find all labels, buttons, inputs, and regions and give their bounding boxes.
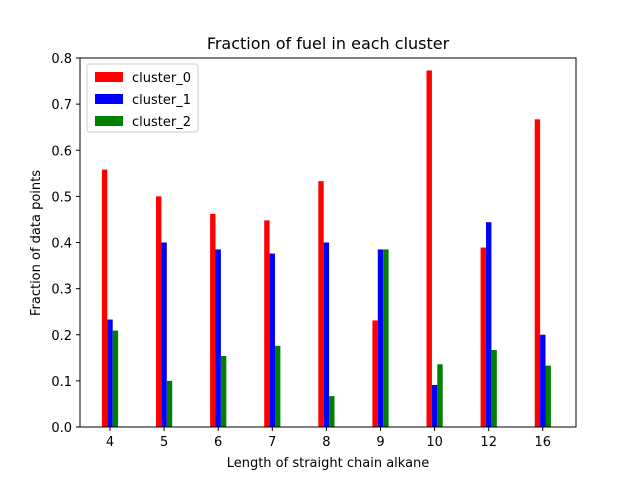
x-tick-label: 4 [106, 435, 114, 450]
bar-cluster_0-8 [318, 181, 324, 427]
bar-cluster_2-9 [383, 249, 389, 427]
bar-cluster_2-10 [437, 364, 443, 427]
bar-cluster_2-6 [220, 355, 227, 427]
y-tick-label: 0.8 [51, 52, 72, 67]
bar-cluster_2-16 [545, 365, 551, 427]
bar-cluster_1-12 [486, 222, 492, 427]
plot-area: 4 5 6 7 8 9 10 12 16 0.0 0.1 0.2 0.3 0.4 0.5 0.6 0.7 0.8 [51, 52, 577, 450]
y-tick-label: 0.5 [51, 190, 72, 205]
y-tick-label: 0.4 [51, 237, 72, 252]
bar-cluster_1-16 [540, 334, 546, 427]
bar-cluster_2-7 [275, 345, 281, 427]
x-tick-label: 9 [376, 435, 384, 450]
y-tick-label: 0.6 [51, 144, 72, 159]
bar-cluster_1-9 [377, 249, 384, 427]
bar-cluster_0-7 [264, 220, 270, 427]
y-axis-label: Fraction of data points [29, 170, 44, 316]
y-tick-label: 0.0 [51, 421, 72, 436]
bar-cluster_0-12 [480, 247, 486, 427]
x-tick-label: 10 [426, 435, 443, 450]
x-tick-label: 5 [160, 435, 168, 450]
bar-cluster_2-5 [166, 380, 173, 428]
y-tick-label: 0.1 [51, 375, 72, 390]
bar-cluster_2-4 [112, 330, 119, 427]
legend-label-cluster_1: cluster_1 [132, 93, 191, 108]
bar-cluster_2-12 [491, 349, 497, 427]
x-tick-label: 7 [268, 435, 276, 450]
x-axis-label: Length of straight chain alkane [227, 456, 430, 471]
x-tick-label: 16 [535, 435, 552, 450]
y-tick-label: 0.2 [51, 329, 72, 344]
x-tick-label: 8 [322, 435, 330, 450]
x-tick-label: 6 [214, 435, 222, 450]
legend-swatch-cluster_2 [95, 116, 123, 126]
bar-cluster_1-8 [323, 242, 330, 427]
legend-label-cluster_0: cluster_0 [132, 71, 191, 86]
legend: cluster_0 cluster_1 cluster_2 [86, 63, 199, 133]
bar-cluster_1-5 [161, 242, 167, 427]
bar-cluster_1-4 [107, 319, 113, 427]
bar-cluster_0-9 [372, 320, 378, 427]
bar-cluster_0-10 [426, 70, 432, 427]
chart-title: Fraction of fuel in each cluster [207, 34, 450, 53]
bar-cluster_0-5 [156, 196, 162, 428]
y-tick-label: 0.3 [51, 283, 72, 298]
bar-cluster_2-8 [329, 396, 335, 427]
legend-swatch-cluster_0 [95, 72, 123, 82]
bar-cluster_0-6 [210, 213, 216, 427]
bar-cluster_0-4 [101, 169, 108, 427]
y-tick-label: 0.7 [51, 98, 72, 113]
bar-cluster_1-7 [269, 253, 275, 427]
x-tick-label: 12 [480, 435, 497, 450]
legend-swatch-cluster_1 [95, 94, 123, 104]
legend-label-cluster_2: cluster_2 [132, 115, 191, 130]
bar-cluster_1-10 [431, 385, 438, 427]
bar-cluster_1-6 [215, 249, 221, 427]
bar-cluster_0-16 [534, 119, 541, 427]
